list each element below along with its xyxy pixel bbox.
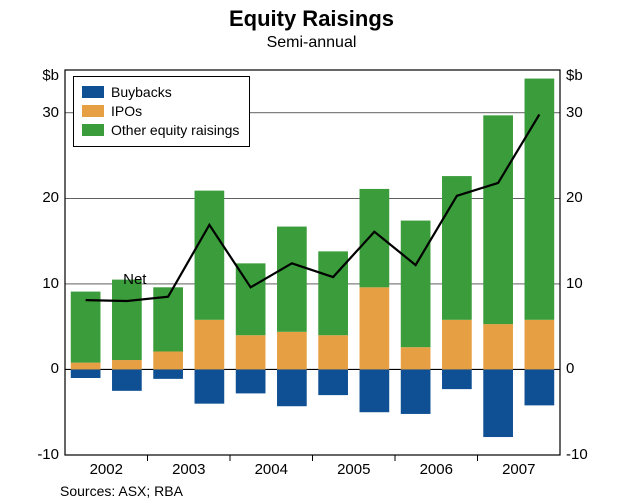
bar-other	[483, 115, 513, 324]
y-tick-left: 10	[42, 275, 59, 292]
bar-other	[195, 191, 225, 320]
y-tick-left: -10	[37, 446, 59, 463]
bar-ipos	[442, 320, 472, 370]
x-year-label: 2002	[81, 461, 131, 478]
x-year-label: 2006	[411, 461, 461, 478]
bar-ipos	[236, 335, 266, 369]
bar-buybacks	[112, 369, 142, 390]
bar-ipos	[195, 320, 225, 370]
bar-ipos	[71, 363, 101, 370]
y-tick-left: 20	[42, 189, 59, 206]
bar-ipos	[401, 347, 431, 369]
bar-other	[401, 221, 431, 348]
legend-label: Buybacks	[111, 83, 172, 102]
bar-other	[112, 280, 142, 360]
bar-other	[71, 292, 101, 363]
sources-text: Sources: ASX; RBA	[60, 483, 183, 499]
y-tick-left: 30	[42, 104, 59, 121]
legend-item-other: Other equity raisings	[82, 121, 239, 140]
bar-buybacks	[401, 369, 431, 413]
x-year-label: 2005	[329, 461, 379, 478]
legend-label: IPOs	[111, 102, 142, 121]
legend: BuybacksIPOsOther equity raisings	[73, 76, 250, 147]
legend-item-ipos: IPOs	[82, 102, 239, 121]
bar-buybacks	[525, 369, 555, 405]
bar-ipos	[277, 332, 307, 370]
y-tick-right: -10	[566, 446, 588, 463]
bar-buybacks	[442, 369, 472, 389]
bar-buybacks	[483, 369, 513, 437]
bar-buybacks	[153, 369, 183, 378]
bar-buybacks	[360, 369, 390, 412]
bar-other	[236, 263, 266, 335]
bar-ipos	[318, 335, 348, 369]
legend-item-buybacks: Buybacks	[82, 83, 239, 102]
x-year-label: 2003	[164, 461, 214, 478]
legend-swatch	[82, 86, 104, 98]
legend-swatch	[82, 105, 104, 117]
bar-other	[360, 189, 390, 287]
x-year-label: 2004	[246, 461, 296, 478]
y-tick-right: 0	[566, 360, 574, 377]
bar-other	[277, 227, 307, 332]
chart-container: Equity Raisings Semi-annual BuybacksIPOs…	[0, 0, 623, 504]
x-year-label: 2007	[494, 461, 544, 478]
bar-buybacks	[318, 369, 348, 395]
y-tick-right: 20	[566, 189, 583, 206]
bar-ipos	[525, 320, 555, 370]
legend-swatch	[82, 124, 104, 136]
net-line-label: Net	[123, 271, 146, 288]
bar-ipos	[153, 351, 183, 369]
bar-ipos	[112, 360, 142, 369]
y-tick-right: 10	[566, 275, 583, 292]
bar-buybacks	[195, 369, 225, 403]
y-tick-right: 30	[566, 104, 583, 121]
legend-label: Other equity raisings	[111, 121, 239, 140]
bar-ipos	[360, 287, 390, 369]
bar-ipos	[483, 324, 513, 369]
y-tick-left: 0	[51, 360, 59, 377]
bar-buybacks	[71, 369, 101, 378]
y-axis-label-left: $b	[42, 67, 59, 84]
y-axis-label-right: $b	[566, 67, 583, 84]
bar-other	[318, 251, 348, 335]
bar-buybacks	[236, 369, 266, 393]
bar-buybacks	[277, 369, 307, 406]
